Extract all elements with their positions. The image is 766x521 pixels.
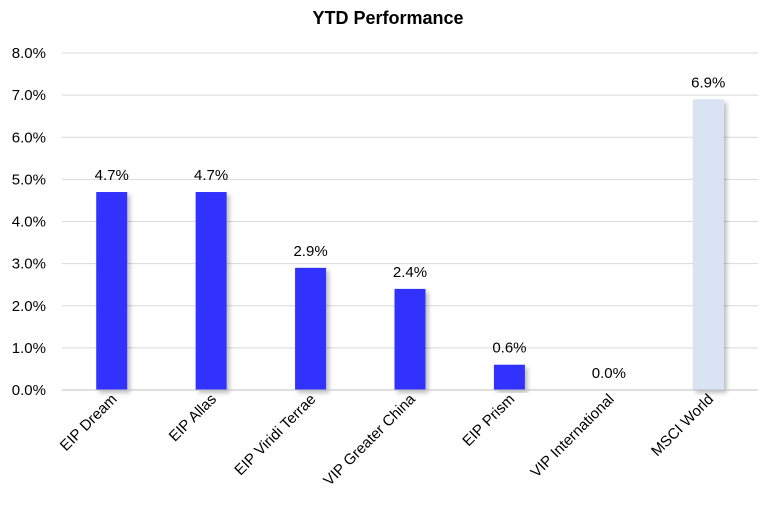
y-axis-ticks: 0.0% 1.0% 2.0% 3.0% 4.0% 5.0% 6.0% 7.0% 8.0% xyxy=(12,45,46,399)
x-tick-label: MSCI World xyxy=(648,391,717,460)
x-tick-label: VIP Greater China xyxy=(320,390,419,489)
bar xyxy=(394,288,426,390)
y-tick-label: 7.0% xyxy=(12,87,46,104)
bar xyxy=(493,364,525,390)
data-label: 4.7% xyxy=(95,167,129,184)
bars xyxy=(96,99,724,391)
data-label: 4.7% xyxy=(194,167,228,184)
data-label: 0.0% xyxy=(592,365,626,382)
y-tick-label: 2.0% xyxy=(12,298,46,315)
bar xyxy=(692,99,724,391)
y-tick-label: 3.0% xyxy=(12,256,46,273)
x-axis-labels: EIP Dream EIP Allas EIP Viridi Terrae VIP G… xyxy=(57,390,717,489)
y-tick-label: 8.0% xyxy=(12,45,46,62)
y-tick-label: 1.0% xyxy=(12,340,46,357)
x-tick-label: EIP Prism xyxy=(459,391,518,450)
x-tick-label: EIP Allas xyxy=(166,391,220,445)
data-label: 2.4% xyxy=(393,264,427,281)
x-tick-label: EIP Viridi Terrae xyxy=(231,391,319,479)
bar xyxy=(295,267,327,390)
data-label: 6.9% xyxy=(691,74,725,91)
bar xyxy=(96,192,128,390)
gridlines xyxy=(62,52,758,349)
data-label: 0.6% xyxy=(492,340,526,357)
y-tick-label: 6.0% xyxy=(12,129,46,146)
data-labels: 4.7% 4.7% 2.9% 2.4% 0.6% 0.0% 6.9% xyxy=(95,74,726,382)
y-tick-label: 0.0% xyxy=(12,382,46,399)
bar xyxy=(195,192,227,390)
x-tick-label: VIP International xyxy=(527,391,617,481)
chart-title: YTD Performance xyxy=(312,8,463,28)
x-tick-label: EIP Dream xyxy=(57,391,121,455)
y-tick-label: 5.0% xyxy=(12,171,46,188)
data-label: 2.9% xyxy=(293,243,327,260)
y-tick-label: 4.0% xyxy=(12,214,46,231)
